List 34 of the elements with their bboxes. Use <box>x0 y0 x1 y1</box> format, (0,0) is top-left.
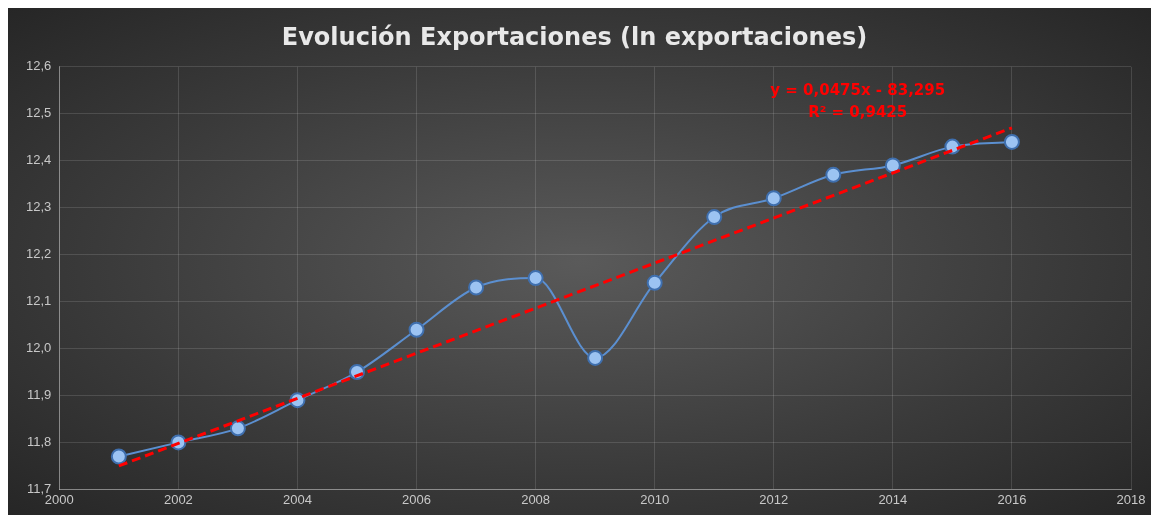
y-tick-label: 12,1 <box>25 293 52 309</box>
y-tick-label: 11,7 <box>26 480 52 496</box>
x-tick-label: 2016 <box>997 491 1027 507</box>
x-tick-label: 2006 <box>402 491 431 507</box>
x-tick-label: 2008 <box>521 491 551 507</box>
point <box>646 274 663 291</box>
y-tick-label: 11,9 <box>26 387 52 403</box>
point <box>110 448 127 465</box>
point <box>825 166 842 183</box>
y-tick-label: 12,3 <box>25 199 52 215</box>
point <box>1003 133 1020 150</box>
x-tick-label: 2012 <box>759 491 789 507</box>
y-tick-label: 12,6 <box>25 58 52 74</box>
y-tick-label: 11,8 <box>26 434 52 450</box>
y-tick-label: 12,4 <box>25 152 52 168</box>
x-tick-label: 2018 <box>1116 491 1146 507</box>
x-tick-label: 2004 <box>283 491 312 507</box>
point <box>884 157 901 174</box>
point <box>706 209 723 226</box>
y-tick-label: 12,0 <box>25 340 52 356</box>
y-tick-label: 12,5 <box>25 105 52 121</box>
y-tick-label: 12,2 <box>25 246 52 262</box>
point <box>468 279 485 296</box>
point <box>527 270 544 287</box>
chart-title: Evolución Exportaciones (ln exportaciones) <box>281 22 868 51</box>
point <box>765 190 782 207</box>
point <box>229 420 246 437</box>
annotation: R² = 0,9425 <box>808 102 908 121</box>
annotation: y = 0,0475x - 83,295 <box>770 80 946 99</box>
x-tick-label: 2010 <box>640 491 670 507</box>
point <box>587 349 604 366</box>
x-tick-label: 2002 <box>163 491 193 507</box>
point <box>408 321 425 338</box>
x-tick-label: 2014 <box>878 491 908 507</box>
